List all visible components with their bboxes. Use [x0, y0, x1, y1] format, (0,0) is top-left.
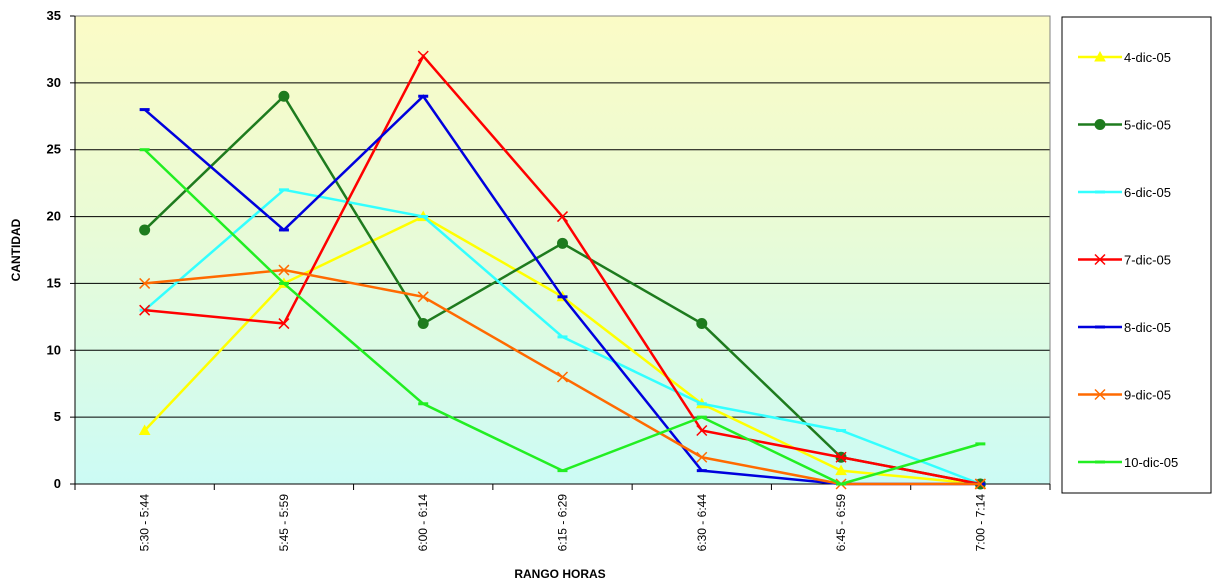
plot-area: 0 5 10 15 20 25 30 35 5:30 - 5:44 5:45 - 5:59 6:00…: [47, 8, 1051, 552]
data-point: [696, 318, 708, 330]
x-axis-title: RANGO HORAS: [514, 567, 605, 581]
legend-label: 4-dic-05: [1124, 50, 1171, 65]
data-point: [835, 464, 847, 476]
legend-item: 10-dic-05: [1078, 455, 1178, 470]
data-point: [417, 318, 429, 330]
legend-label: 6-dic-05: [1124, 185, 1171, 200]
legend-swatch-marker: [1094, 253, 1106, 266]
x-tick-label: 5:30 - 5:44: [138, 494, 152, 552]
data-point: [696, 451, 708, 463]
legend-item: 8-dic-05: [1078, 320, 1171, 335]
legend-item: 7-dic-05: [1078, 253, 1171, 268]
y-tick-label: 10: [47, 342, 61, 357]
data-point: [139, 304, 151, 316]
y-axis-title: CANTIDAD: [9, 218, 23, 281]
legend-swatch-marker: [1094, 388, 1106, 401]
x-tick-label: 6:00 - 6:14: [416, 494, 430, 552]
y-tick-label: 35: [47, 8, 61, 23]
legend-label: 7-dic-05: [1124, 253, 1171, 268]
legend-swatch-marker: [1094, 119, 1106, 130]
series-7-dic-05: [139, 50, 986, 490]
data-point: [139, 277, 151, 289]
data-point: [696, 424, 708, 437]
legend-item: 9-dic-05: [1078, 388, 1171, 403]
legend: 4-dic-05 5-dic-05 6-dic-05 7-dic-05 8-dic-05…: [1061, 16, 1212, 494]
data-point: [278, 318, 290, 330]
legend-label: 9-dic-05: [1124, 388, 1171, 403]
y-tick-label: 0: [54, 476, 61, 491]
legend-item: 6-dic-05: [1078, 185, 1171, 200]
y-tick-label: 15: [47, 275, 61, 290]
x-tick-label: 6:15 - 6:29: [556, 494, 570, 552]
x-tick-label: 5:45 - 5:59: [277, 494, 291, 552]
y-tick-label: 30: [47, 75, 61, 90]
data-point: [139, 224, 151, 236]
legend-label: 10-dic-05: [1124, 455, 1178, 470]
series-10-dic-05: [139, 148, 986, 486]
data-point: [556, 211, 569, 223]
x-tick-label: 6:45 - 6:59: [834, 494, 848, 552]
x-tick-label: 7:00 - 7:14: [973, 494, 987, 552]
data-point: [556, 371, 569, 383]
data-point: [278, 90, 290, 102]
data-point: [417, 291, 429, 303]
y-tick-label: 20: [47, 209, 61, 224]
data-point: [835, 451, 847, 463]
legend-item: 4-dic-05: [1078, 50, 1171, 65]
plot-background: [75, 16, 1050, 484]
data-point: [417, 50, 429, 62]
legend-box: [1061, 16, 1212, 494]
legend-item: 5-dic-05: [1078, 118, 1171, 133]
y-tick-label: 5: [54, 409, 61, 424]
data-point: [138, 424, 151, 436]
legend-swatch-marker: [1094, 50, 1106, 62]
y-tick-label: 25: [47, 142, 61, 157]
x-tick-label: 6:30 - 6:44: [695, 494, 709, 552]
data-point: [557, 237, 568, 249]
legend-label: 8-dic-05: [1124, 320, 1171, 335]
data-point: [278, 264, 290, 276]
legend-label: 5-dic-05: [1124, 118, 1171, 133]
data-point: [974, 478, 986, 490]
